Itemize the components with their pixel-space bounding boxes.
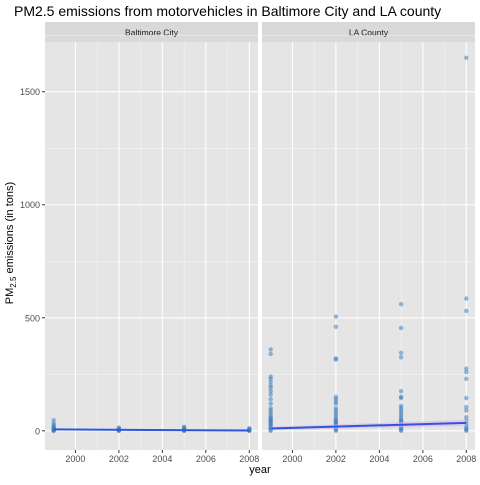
data-point: [398, 389, 404, 394]
data-point: [268, 389, 273, 394]
data-point: [464, 369, 469, 375]
x-tick-label: 2006: [196, 454, 216, 464]
facet-strip-label: Baltimore City: [125, 28, 179, 38]
data-point: [464, 395, 469, 401]
data-point: [464, 296, 469, 301]
data-point: [464, 366, 469, 371]
data-point: [398, 302, 404, 307]
y-axis-label-subscript: 2.5: [9, 276, 18, 288]
x-tick-label: 2000: [65, 454, 85, 464]
y-tick-label: 1000: [20, 200, 40, 210]
facet-strip: [262, 22, 475, 42]
data-point: [333, 314, 339, 319]
x-axis-label: year: [249, 464, 271, 476]
data-point: [464, 376, 469, 381]
data-point: [333, 324, 339, 330]
trend-line: [270, 421, 467, 430]
x-tick-label: 2004: [152, 454, 172, 464]
facet-strip-label: LA County: [349, 28, 389, 38]
y-axis-ticks: 0 500 1000 1500: [20, 87, 45, 436]
x-tick-label: 2008: [239, 454, 259, 464]
data-point: [268, 392, 273, 397]
data-point: [464, 428, 469, 433]
data-point: [464, 308, 469, 314]
data-point: [333, 401, 339, 406]
x-tick-label: 2004: [369, 454, 389, 464]
data-point: [398, 355, 404, 360]
data-point: [268, 376, 273, 381]
data-point: [464, 415, 469, 420]
data-point: [398, 325, 404, 331]
x-tick-label: 2002: [326, 454, 346, 464]
data-point: [268, 385, 273, 391]
data-point: [398, 428, 404, 433]
panel-background: [262, 42, 475, 450]
y-axis-label-rest: emissions (in tons): [4, 182, 16, 277]
y-axis-label-main: PM: [4, 288, 16, 305]
data-point: [398, 395, 404, 401]
data-point: [333, 357, 339, 362]
trend-line: [53, 428, 250, 432]
facet-panel: LA County 2000 2002 2004 2006 2008: [262, 22, 476, 464]
panel-background: [45, 42, 258, 450]
x-tick-label: 2008: [456, 454, 476, 464]
data-point: [333, 428, 339, 433]
y-tick-label: 0: [35, 426, 40, 436]
data-point: [268, 401, 273, 406]
y-tick-label: 1500: [20, 87, 40, 97]
y-axis-label: PM2.5 emissions (in tons): [4, 182, 18, 304]
data-point: [464, 55, 469, 61]
data-point: [464, 408, 469, 413]
x-tick-label: 2006: [413, 454, 433, 464]
data-point: [268, 379, 273, 385]
data-point: [268, 351, 273, 357]
x-tick-label: 2000: [282, 454, 302, 464]
facet-strip: [45, 22, 258, 42]
data-point: [268, 396, 273, 402]
data-point: [268, 347, 273, 352]
chart-title: PM2.5 emissions from motorvehicles in Ba…: [14, 3, 441, 19]
data-point: [464, 404, 469, 410]
x-tick-label: 2002: [109, 454, 129, 464]
facet-panel: Baltimore City 2000 2002 2004 2006 2008: [45, 22, 259, 464]
data-point: [398, 350, 404, 356]
y-tick-label: 500: [25, 313, 40, 323]
data-point: [51, 417, 56, 423]
